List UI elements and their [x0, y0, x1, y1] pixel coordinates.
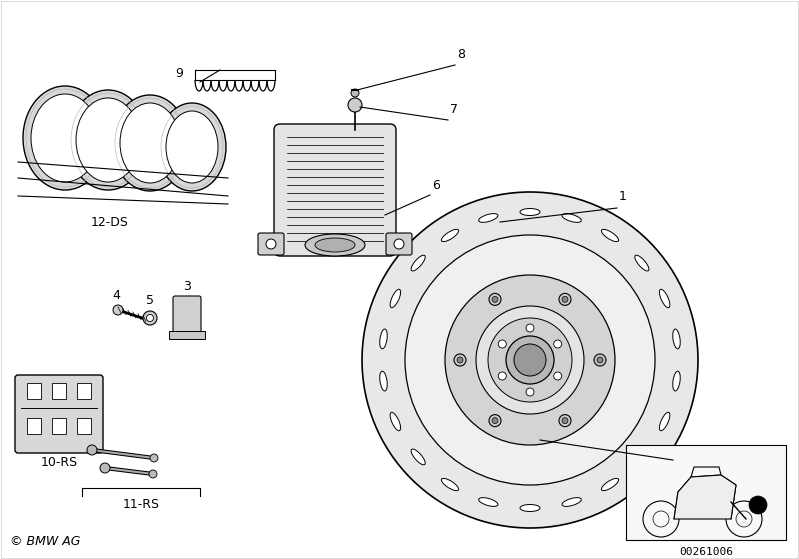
Text: 6: 6	[432, 179, 440, 192]
Circle shape	[559, 415, 571, 427]
Ellipse shape	[673, 329, 680, 349]
Polygon shape	[668, 447, 694, 471]
Ellipse shape	[673, 371, 680, 391]
Circle shape	[597, 357, 603, 363]
Ellipse shape	[520, 209, 540, 216]
FancyBboxPatch shape	[274, 124, 396, 256]
Ellipse shape	[315, 238, 355, 252]
Bar	[27, 418, 42, 434]
Ellipse shape	[68, 90, 148, 190]
Ellipse shape	[112, 95, 188, 191]
Circle shape	[559, 293, 571, 305]
Ellipse shape	[441, 479, 459, 491]
Circle shape	[351, 89, 359, 97]
Ellipse shape	[23, 86, 107, 190]
Circle shape	[348, 98, 362, 112]
Circle shape	[499, 372, 507, 380]
Text: 00261006: 00261006	[679, 547, 733, 557]
Circle shape	[526, 324, 534, 332]
Circle shape	[488, 318, 572, 402]
Circle shape	[492, 418, 498, 424]
Bar	[169, 331, 205, 339]
Ellipse shape	[562, 214, 582, 222]
Bar	[77, 383, 90, 399]
Text: 12-DS: 12-DS	[91, 216, 129, 229]
FancyBboxPatch shape	[386, 233, 412, 255]
Circle shape	[266, 239, 276, 249]
Text: 2: 2	[696, 451, 704, 463]
Circle shape	[514, 344, 546, 376]
Circle shape	[146, 315, 153, 321]
Circle shape	[526, 388, 534, 396]
Circle shape	[149, 470, 157, 478]
Circle shape	[554, 340, 562, 348]
Circle shape	[87, 445, 97, 455]
Text: 8: 8	[457, 48, 465, 61]
Ellipse shape	[659, 413, 670, 430]
Ellipse shape	[380, 371, 388, 391]
Ellipse shape	[411, 449, 425, 465]
Circle shape	[499, 340, 507, 348]
Text: 9: 9	[175, 67, 183, 80]
Ellipse shape	[380, 329, 388, 349]
Ellipse shape	[166, 111, 218, 183]
Circle shape	[562, 296, 568, 302]
Text: 5: 5	[146, 294, 154, 307]
Circle shape	[113, 305, 123, 315]
FancyBboxPatch shape	[15, 375, 103, 453]
Text: 1: 1	[619, 190, 627, 203]
Circle shape	[457, 357, 463, 363]
Ellipse shape	[562, 498, 582, 506]
Circle shape	[506, 336, 554, 384]
Bar	[52, 383, 66, 399]
FancyBboxPatch shape	[173, 296, 201, 335]
Polygon shape	[674, 475, 736, 519]
Ellipse shape	[31, 94, 99, 182]
Circle shape	[454, 354, 466, 366]
Circle shape	[492, 296, 498, 302]
Ellipse shape	[441, 229, 459, 241]
Circle shape	[489, 415, 501, 427]
Ellipse shape	[390, 290, 400, 308]
Bar	[52, 418, 66, 434]
Ellipse shape	[158, 103, 226, 191]
Circle shape	[100, 463, 110, 473]
Ellipse shape	[120, 103, 180, 183]
Circle shape	[554, 372, 562, 380]
Text: 11-RS: 11-RS	[122, 498, 160, 511]
Circle shape	[405, 235, 655, 485]
Ellipse shape	[634, 255, 649, 271]
Circle shape	[749, 496, 767, 514]
Ellipse shape	[305, 234, 365, 256]
FancyBboxPatch shape	[258, 233, 284, 255]
Ellipse shape	[479, 498, 498, 506]
Bar	[27, 383, 42, 399]
Ellipse shape	[602, 229, 618, 241]
Circle shape	[362, 192, 698, 528]
Circle shape	[445, 275, 615, 445]
Bar	[626, 445, 786, 540]
Circle shape	[489, 293, 501, 305]
Circle shape	[687, 464, 697, 474]
Text: © BMW AG: © BMW AG	[10, 535, 81, 548]
Ellipse shape	[390, 413, 400, 430]
Ellipse shape	[411, 255, 425, 271]
Text: 3: 3	[183, 280, 191, 293]
Circle shape	[562, 418, 568, 424]
Text: 4: 4	[112, 289, 120, 302]
Text: 10-RS: 10-RS	[41, 456, 78, 469]
Ellipse shape	[76, 98, 140, 182]
Bar	[77, 418, 90, 434]
Ellipse shape	[520, 505, 540, 511]
Text: 7: 7	[450, 103, 458, 116]
Ellipse shape	[634, 449, 649, 465]
Circle shape	[594, 354, 606, 366]
Ellipse shape	[602, 479, 618, 491]
Circle shape	[143, 311, 157, 325]
Ellipse shape	[479, 214, 498, 222]
Ellipse shape	[659, 290, 670, 308]
Circle shape	[476, 306, 584, 414]
Circle shape	[394, 239, 404, 249]
Circle shape	[150, 454, 158, 462]
